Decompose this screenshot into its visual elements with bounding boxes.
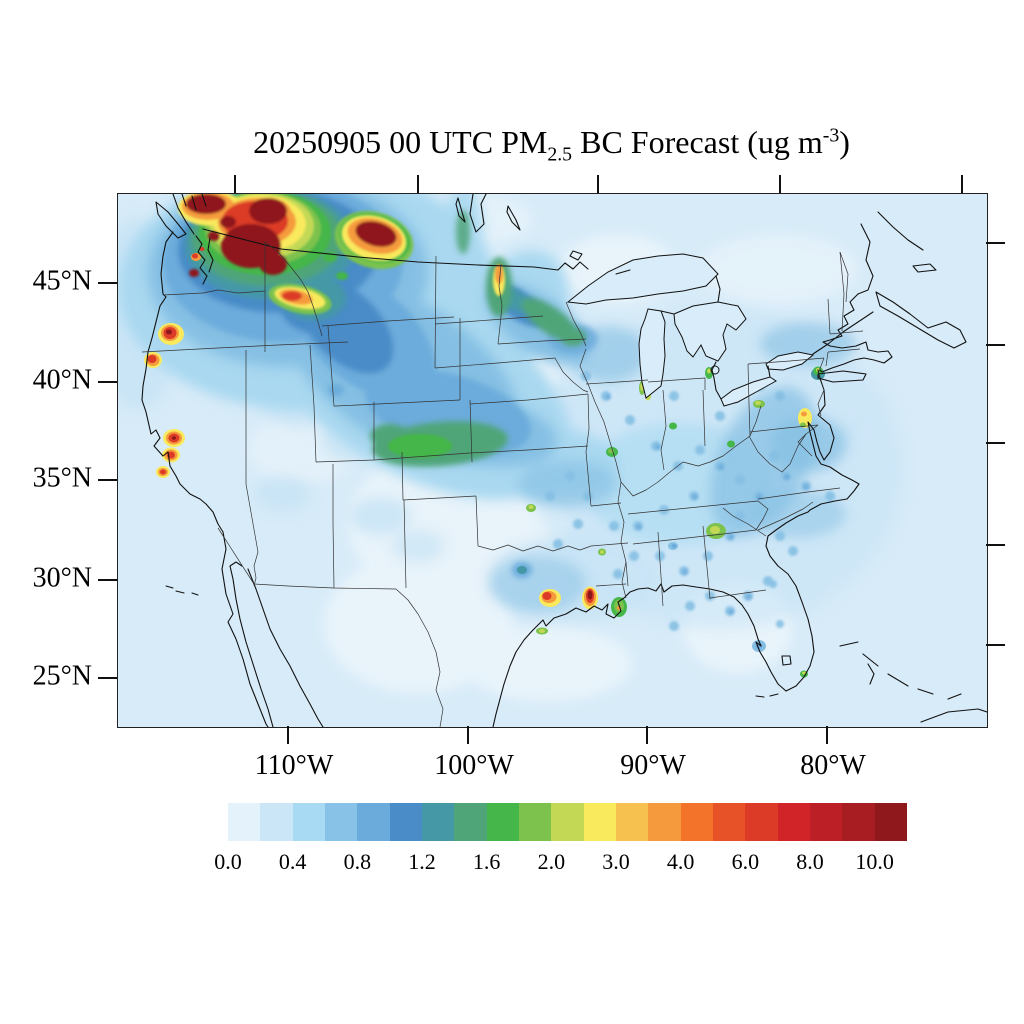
colorbar-label: 4.0 <box>666 849 695 874</box>
colorbar-label: 3.0 <box>602 849 630 874</box>
colorbar-label: 8.0 <box>796 849 824 874</box>
colorbar-cell <box>648 803 681 841</box>
colorbar-cell <box>615 803 649 841</box>
conus-map-svg <box>118 194 987 727</box>
y-axis-tick-right <box>986 344 1005 346</box>
colorbar-cell <box>518 803 552 841</box>
y-axis-tick-left <box>98 282 117 284</box>
colorbar-label: 6.0 <box>731 849 760 874</box>
colorbar-cell <box>874 803 907 841</box>
title-suffix: ) <box>839 124 850 160</box>
colorbar-label: 1.6 <box>472 849 501 874</box>
y-axis-tick-left <box>98 479 117 481</box>
colorbar-label: 0.0 <box>214 849 242 874</box>
colorbar-cell <box>454 803 487 841</box>
colorbar-cell <box>745 803 778 841</box>
x-axis-label: 80°W <box>800 750 866 781</box>
colorbar-label: 1.2 <box>408 849 436 874</box>
colorbar-cell <box>551 803 584 841</box>
y-axis-label: 30°N <box>32 562 92 594</box>
x-axis-tick-top <box>779 175 781 193</box>
title-middle: BC Forecast (ug m <box>572 124 823 160</box>
colorbar-cell <box>324 803 358 841</box>
y-axis-label: 40°N <box>32 364 92 396</box>
colorbar <box>228 803 907 841</box>
x-axis-tick-bottom <box>646 726 648 744</box>
colorbar-cell <box>486 803 519 841</box>
x-axis-label: 110°W <box>254 750 334 781</box>
title-subscript: 2.5 <box>547 143 573 166</box>
colorbar-cell <box>357 803 390 841</box>
y-axis-tick-right <box>986 442 1005 444</box>
y-axis-tick-right <box>986 242 1005 244</box>
western-fire-hotspots <box>144 247 205 478</box>
coastlines <box>141 194 987 727</box>
colorbar-cell <box>292 803 325 841</box>
title-superscript: -3 <box>822 124 840 147</box>
colorbar-cell <box>842 803 875 841</box>
colorbar-label: 0.4 <box>278 849 307 874</box>
x-axis-tick-top <box>597 175 599 193</box>
y-axis-tick-left <box>98 381 117 383</box>
title-prefix: 20250905 00 UTC PM <box>253 124 548 160</box>
x-axis-tick-bottom <box>467 726 469 744</box>
x-axis-label: 90°W <box>620 750 686 781</box>
colorbar-cell <box>228 803 261 841</box>
colorbar-cell <box>809 803 843 841</box>
y-axis-tick-left <box>98 677 117 679</box>
colorbar-label: 10.0 <box>855 849 894 874</box>
x-axis-tick-top <box>234 175 236 193</box>
y-axis-tick-left <box>98 579 117 581</box>
blue-speckles <box>545 371 835 631</box>
colorbar-cell <box>712 803 746 841</box>
colorbar-label: 0.8 <box>343 849 372 874</box>
x-axis-label: 100°W <box>434 750 514 781</box>
colorbar-cell <box>777 803 810 841</box>
x-axis-tick-bottom <box>826 726 828 744</box>
y-axis-label: 35°N <box>32 462 92 494</box>
y-axis-tick-right <box>986 544 1005 546</box>
colorbar-cell <box>260 803 293 841</box>
x-axis-tick-bottom <box>287 726 289 744</box>
x-axis-tick-top <box>961 175 963 193</box>
chart-title: 20250905 00 UTC PM2.5 BC Forecast (ug m-… <box>117 124 986 166</box>
fire-plume-cores <box>178 194 505 310</box>
colorbar-cell <box>421 803 455 841</box>
y-axis-label: 25°N <box>32 660 92 692</box>
colorbar-label: 2.0 <box>537 849 566 874</box>
x-axis-tick-top <box>417 175 419 193</box>
y-axis-tick-right <box>986 644 1005 646</box>
map-canvas <box>117 193 988 728</box>
y-axis-label: 45°N <box>32 265 92 297</box>
state-borders <box>141 241 864 727</box>
colorbar-cell <box>389 803 422 841</box>
colorbar-cell <box>583 803 616 841</box>
colorbar-cell <box>680 803 713 841</box>
